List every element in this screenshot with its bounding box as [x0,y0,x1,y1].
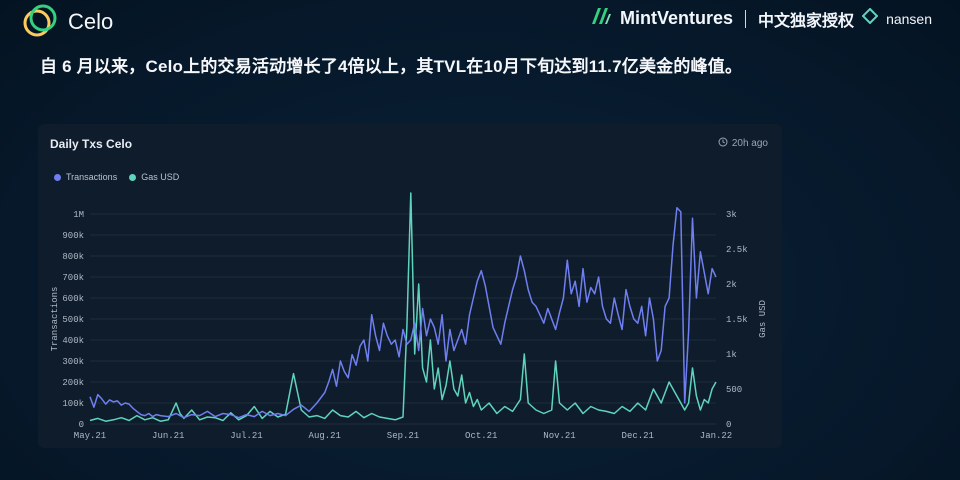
brand-divider [745,9,747,28]
y-right-tick-label: 3k [726,210,737,220]
x-tick-label: Dec.21 [622,431,654,441]
y-left-tick-label: 400k [62,336,84,346]
y-left-tick-label: 1M [73,210,84,220]
y-left-axis-title: Transactions [50,287,60,352]
series-line-transactions [89,206,717,419]
y-right-tick-label: 1.5k [726,315,748,325]
y-left-tick-label: 600k [62,294,84,304]
y-left-tick-label: 700k [62,273,84,283]
nansen-name: nansen [886,10,932,27]
mint-ventures-icon [590,6,612,31]
y-left-tick-label: 300k [62,357,84,367]
chart-title: Daily Txs Celo [50,137,133,151]
celo-logo: Celo [22,4,113,40]
timestamp-text: 20h ago [731,138,768,149]
chart-panel: Daily Txs Celo 20h ago Transactions Gas … [38,124,782,448]
x-tick-label: Aug.21 [309,431,341,441]
y-left-tick-label: 200k [62,378,84,388]
y-right-tick-label: 2k [726,280,737,290]
x-tick-label: Oct.21 [465,431,497,441]
brand-bar: MintVentures 中文独家授权 nansen [590,6,932,31]
chart-plot: 0 100k 200k 300k 400k 500k 600k 700k 800k 900k 1M 0… [50,192,768,441]
legend-dot-transactions [54,173,61,181]
x-tick-label: Jul.21 [230,431,262,441]
series-line-gas [89,192,717,422]
refresh-clock-icon [718,137,728,150]
legend-label-transactions: Transactions [66,172,118,182]
y-right-tick-label: 500 [726,385,742,395]
x-tick-label: Nov.21 [543,431,575,441]
legend-dot-gas [129,173,137,181]
y-left-tick-label: 100k [62,399,84,409]
x-tick-label: Jan.22 [700,431,732,441]
y-right-tick-label: 2.5k [726,245,748,255]
x-tick-label: May.21 [74,431,106,441]
slide-headline: 自 6 月以来，Celo上的交易活动增长了4倍以上，其TVL在10月下旬达到11… [40,57,743,76]
y-left-tick-label: 0 [79,420,84,430]
chart-legend: Transactions Gas USD [54,172,179,182]
legend-item-gas[interactable]: Gas USD [129,172,179,182]
y-right-axis-title: Gas USD [758,300,768,338]
authorization-label: 中文独家授权 [758,12,855,30]
legend-item-transactions[interactable]: Transactions [54,172,117,182]
y-left-tick-label: 800k [62,252,84,262]
y-left-tick-label: 500k [62,315,84,325]
mint-ventures-name: MintVentures [620,8,734,28]
x-tick-label: Jun.21 [152,431,184,441]
celo-rings-icon [22,4,58,40]
y-right-tick-label: 0 [726,420,731,430]
celo-logo-text: Celo [68,9,114,34]
chart-timestamp: 20h ago [718,137,768,150]
x-tick-label: Sep.21 [387,431,419,441]
legend-label-gas: Gas USD [141,172,180,182]
y-left-tick-label: 900k [62,231,84,241]
y-right-tick-label: 1k [726,350,737,360]
nansen-icon [861,7,879,29]
